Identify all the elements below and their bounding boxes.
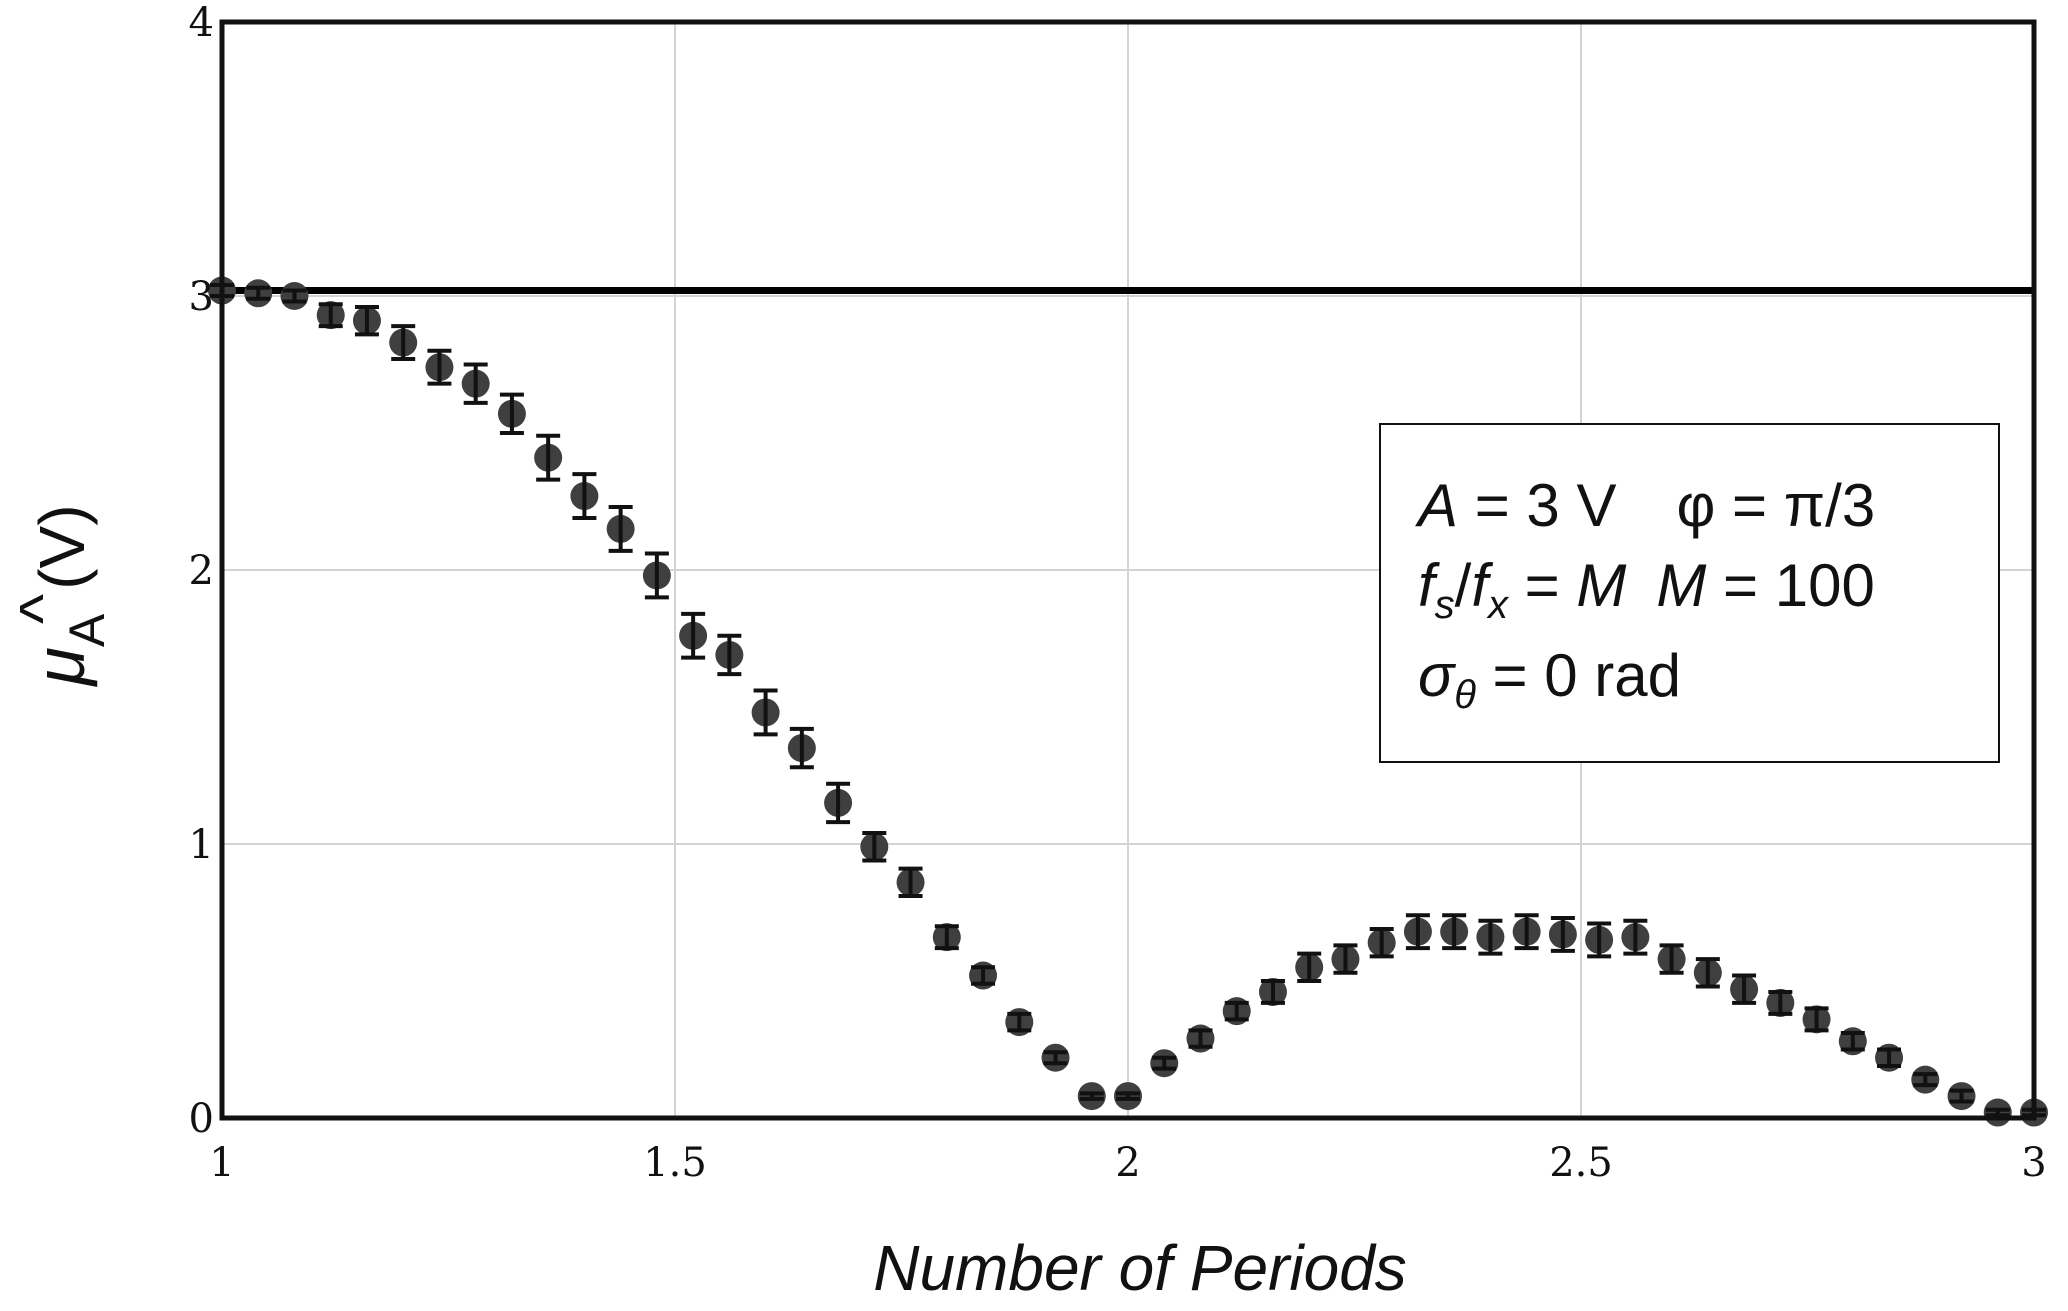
x-tick-label: 1 (209, 1140, 234, 1186)
error-bar (1369, 926, 1394, 959)
error-bar (1188, 1028, 1213, 1049)
plot-frame (219, 19, 2037, 1121)
x-tick-label: 2 (1115, 1140, 1140, 1186)
error-bar (318, 302, 343, 329)
y-axis-label-unit: (V) (26, 504, 98, 589)
error-bar (1152, 1055, 1177, 1071)
error-bar (608, 504, 633, 553)
y-tick-label: 4 (189, 0, 214, 46)
error-bar (753, 688, 778, 737)
error-bar (1913, 1072, 1938, 1088)
error-bar (1405, 913, 1430, 951)
error-bar (1224, 1000, 1249, 1022)
data-points (208, 276, 2048, 1127)
error-bar (1877, 1047, 1902, 1068)
error-bar (1297, 951, 1322, 983)
error-bar (1768, 989, 1793, 1016)
error-bar (1514, 913, 1539, 951)
error-bar (1550, 915, 1575, 953)
error-bar (1804, 1006, 1829, 1033)
error-bar (1007, 1011, 1032, 1033)
error-bar (499, 392, 524, 435)
x-tick-label: 2.5 (1549, 1140, 1613, 1186)
y-axis-label: μA (V) ^ (6, 504, 115, 687)
y-axis-label-hat: ^ (6, 594, 78, 624)
annotation-line-3: σθ = 0 rad (1418, 642, 1681, 717)
error-bar (1116, 1091, 1140, 1101)
error-bar (1079, 1091, 1104, 1101)
error-bar (1985, 1107, 2010, 1118)
error-bar (644, 551, 669, 600)
error-bar (681, 611, 706, 660)
error-bar (572, 472, 597, 520)
error-bar (862, 831, 887, 863)
y-tick-label: 1 (189, 822, 214, 868)
x-tick-label: 3 (2021, 1140, 2046, 1186)
error-bar (1260, 979, 1285, 1005)
error-bar (1732, 973, 1757, 1005)
y-tick-label: 2 (189, 548, 214, 594)
error-bar (1623, 918, 1648, 956)
error-bar (1442, 913, 1467, 951)
error-bar (1587, 921, 1612, 959)
error-bar (971, 965, 996, 986)
error-bar (1478, 918, 1503, 956)
y-axis-label-mu: μ (21, 647, 99, 687)
error-bar (1333, 943, 1358, 975)
error-bar (717, 633, 742, 677)
error-bar (354, 304, 379, 337)
error-bar (1695, 957, 1720, 989)
error-bar (1949, 1088, 1974, 1104)
error-bar (826, 781, 851, 825)
error-bar (934, 924, 959, 951)
error-bar (1659, 943, 1684, 975)
error-bar (282, 288, 307, 304)
error-bar (246, 285, 271, 301)
y-axis-label-subscript: A (59, 613, 115, 647)
y-tick-label: 3 (189, 274, 214, 320)
error-bar (898, 866, 923, 899)
error-bar (1043, 1050, 1068, 1066)
error-bar (391, 324, 416, 362)
error-bar (427, 348, 452, 386)
x-axis-label: Number of Periods (873, 1232, 1407, 1304)
error-bar (789, 726, 814, 770)
x-tick-labels: 1 1.5 2 2.5 3 (209, 1140, 2046, 1186)
y-tick-label: 0 (189, 1096, 214, 1142)
error-bar (536, 433, 561, 482)
x-tick-label: 1.5 (643, 1140, 707, 1186)
error-bar (1840, 1031, 1865, 1052)
error-bar (463, 362, 488, 405)
y-tick-labels: 0 1 2 3 4 (189, 0, 214, 1142)
svg-text:μA(V): μA (V) (21, 504, 115, 687)
annotation-box (1379, 423, 2000, 763)
